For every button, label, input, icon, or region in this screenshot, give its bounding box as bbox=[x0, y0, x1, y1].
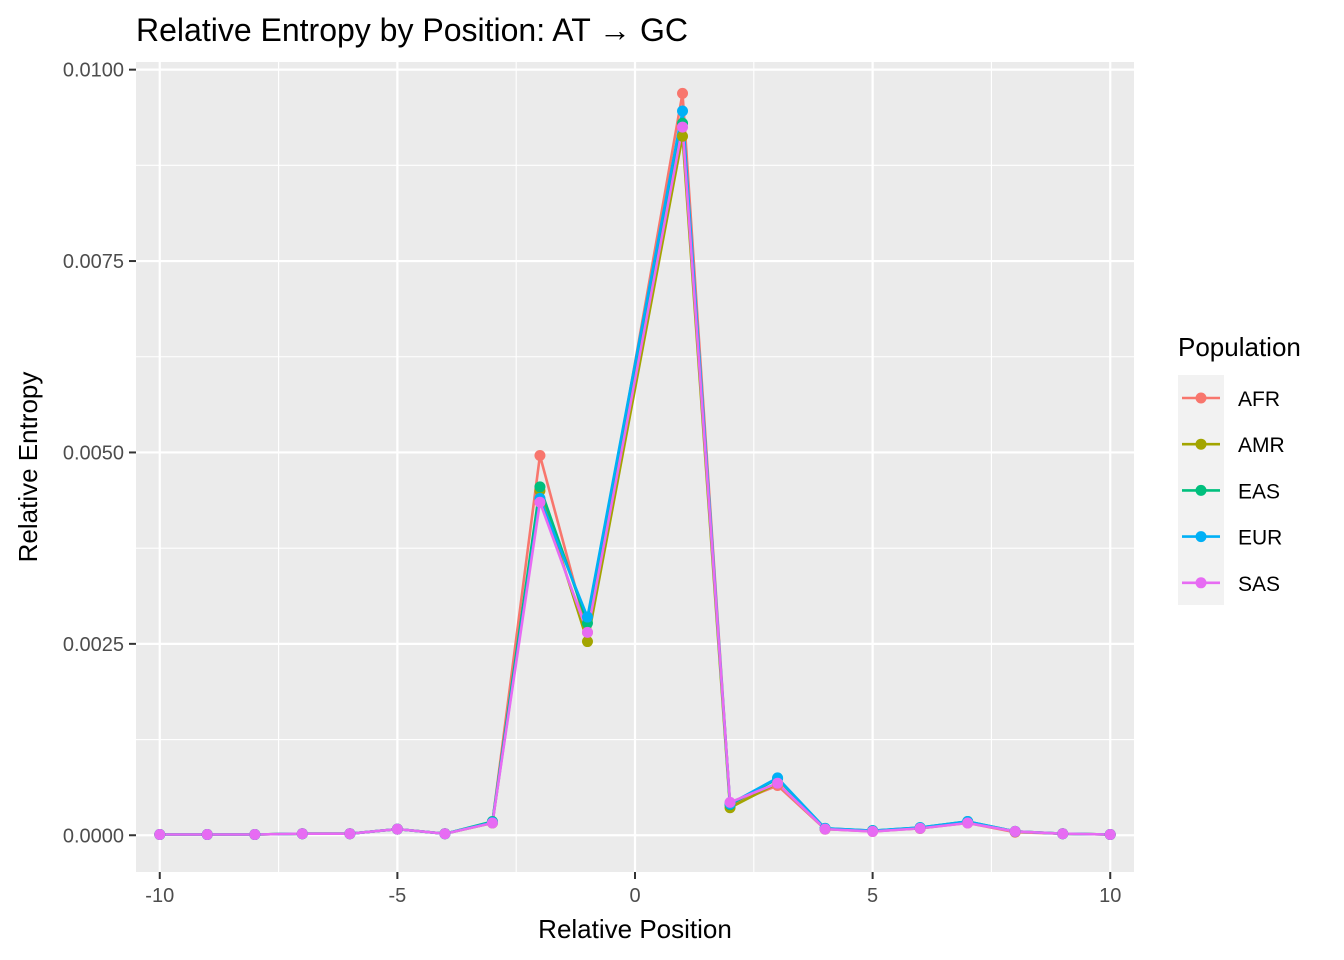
y-tick-label: 0.0100 bbox=[63, 60, 124, 82]
series-layer bbox=[154, 87, 1116, 840]
data-point-amr bbox=[581, 636, 593, 648]
legend-label-eas: EAS bbox=[1238, 480, 1280, 503]
x-tick-label: 0 bbox=[629, 885, 640, 907]
data-point-sas bbox=[439, 828, 451, 840]
major-gridlines bbox=[136, 62, 1134, 872]
data-point-afr bbox=[534, 450, 546, 462]
data-point-eur bbox=[677, 105, 689, 117]
data-point-sas bbox=[867, 825, 879, 837]
x-axis: -10 -5 0 5 10 bbox=[145, 872, 1121, 907]
data-point-sas bbox=[724, 796, 736, 808]
data-point-sas bbox=[1009, 825, 1021, 837]
legend-label-sas: SAS bbox=[1238, 573, 1280, 596]
data-point-sas bbox=[962, 817, 974, 829]
data-point-eas bbox=[534, 481, 546, 493]
legend-key-point-amr bbox=[1195, 438, 1207, 450]
legend-items: AFR AMR EAS EUR SAS bbox=[1182, 388, 1285, 596]
data-point-sas bbox=[154, 828, 166, 840]
data-point-sas bbox=[534, 496, 546, 508]
data-point-sas bbox=[296, 828, 308, 840]
y-tick-label: 0.0075 bbox=[63, 251, 124, 273]
legend-label-afr: AFR bbox=[1238, 388, 1280, 411]
data-point-sas bbox=[581, 626, 593, 638]
x-tick-label: -5 bbox=[388, 885, 406, 907]
data-point-sas bbox=[249, 828, 261, 840]
legend: Population AFR AMR EAS EUR SAS bbox=[1178, 332, 1301, 605]
data-point-eur bbox=[581, 611, 593, 623]
data-point-sas bbox=[201, 828, 213, 840]
data-point-sas bbox=[819, 823, 831, 835]
data-point-amr bbox=[677, 130, 689, 142]
series-line-sas bbox=[159, 125, 1111, 836]
data-point-sas bbox=[914, 822, 926, 834]
data-point-sas bbox=[391, 823, 403, 835]
x-axis-title: Relative Position bbox=[538, 914, 732, 944]
y-axis-title: Relative Entropy bbox=[13, 372, 43, 563]
legend-label-amr: AMR bbox=[1238, 434, 1285, 457]
data-point-sas bbox=[772, 777, 784, 789]
legend-label-eur: EUR bbox=[1238, 527, 1282, 550]
legend-key-point-eur bbox=[1195, 531, 1207, 543]
y-tick-label: 0.0000 bbox=[63, 825, 124, 847]
x-tick-label: 10 bbox=[1099, 885, 1121, 907]
legend-key-point-sas bbox=[1195, 577, 1207, 589]
legend-key-point-afr bbox=[1195, 392, 1207, 404]
legend-key-point-eas bbox=[1195, 484, 1207, 496]
data-point-afr bbox=[677, 87, 689, 99]
x-tick-label: -10 bbox=[145, 885, 174, 907]
x-tick-label: 5 bbox=[867, 885, 878, 907]
y-axis: 0.0000 0.0025 0.0050 0.0075 0.0100 bbox=[63, 60, 136, 847]
data-point-sas bbox=[486, 817, 498, 829]
legend-title: Population bbox=[1178, 332, 1301, 362]
data-point-sas bbox=[1104, 828, 1116, 840]
data-point-sas bbox=[344, 828, 356, 840]
y-tick-label: 0.0025 bbox=[63, 634, 124, 656]
data-point-sas bbox=[1057, 828, 1069, 840]
chart-title: Relative Entropy by Position: AT → GC bbox=[136, 12, 688, 48]
data-point-sas bbox=[677, 121, 689, 133]
y-tick-label: 0.0050 bbox=[63, 442, 124, 464]
